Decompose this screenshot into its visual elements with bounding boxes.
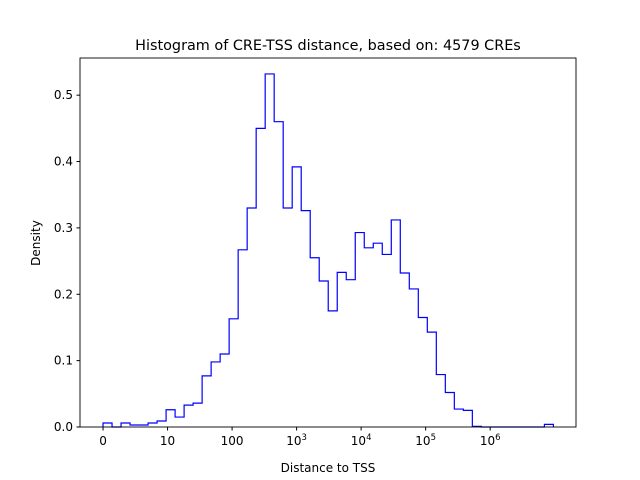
y-tick-label: 0.0 (54, 420, 73, 434)
axes-frame (79, 57, 577, 428)
y-tick-label: 0.1 (54, 354, 73, 368)
y-tick-label: 0.4 (54, 155, 73, 169)
x-tick-label: 10 (160, 434, 175, 448)
histogram-step-line (102, 73, 555, 428)
x-tick-label: 105 (415, 433, 436, 448)
chart-title: Histogram of CRE-TSS distance, based on:… (135, 38, 521, 54)
x-tick-label: 0 (99, 434, 107, 448)
y-tick-label: 0.3 (54, 221, 73, 235)
x-tick-label: 106 (480, 433, 501, 448)
x-tick-label: 100 (221, 434, 244, 448)
y-tick-label: 0.2 (54, 287, 73, 301)
y-axis-label: Density (29, 220, 43, 266)
y-tick-label: 0.5 (54, 88, 73, 102)
x-axis-label: Distance to TSS (281, 461, 376, 475)
x-tick-label: 103 (286, 433, 307, 448)
x-tick-label: 104 (351, 433, 372, 448)
